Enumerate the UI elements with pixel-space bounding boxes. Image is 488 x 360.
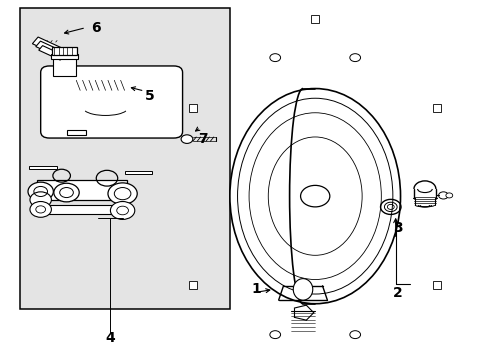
Bar [189, 104, 197, 112]
Bar [189, 281, 197, 289]
Circle shape [54, 183, 79, 202]
Bar [36, 41, 65, 58]
Circle shape [108, 183, 137, 204]
Text: 4: 4 [105, 331, 115, 345]
Circle shape [30, 202, 51, 217]
Bar [52, 47, 77, 55]
Text: 7: 7 [198, 132, 207, 146]
Text: 5: 5 [144, 89, 154, 103]
Circle shape [181, 135, 192, 143]
Bar [432, 281, 440, 289]
Circle shape [438, 192, 447, 199]
FancyBboxPatch shape [41, 66, 182, 138]
Circle shape [300, 185, 329, 207]
Circle shape [110, 202, 135, 220]
Bar [39, 205, 125, 214]
Circle shape [28, 182, 53, 201]
Bar [125, 171, 152, 174]
Bar [37, 180, 127, 200]
Ellipse shape [293, 279, 312, 300]
Text: 1: 1 [251, 282, 261, 296]
Circle shape [269, 331, 280, 339]
Circle shape [445, 193, 452, 198]
Bar [32, 37, 66, 57]
Bar [311, 15, 319, 23]
Circle shape [269, 54, 280, 62]
Bar [39, 46, 64, 60]
Ellipse shape [229, 89, 400, 304]
Text: 6: 6 [91, 21, 101, 35]
Bar [66, 130, 86, 135]
Bar [29, 166, 57, 169]
Bar [53, 57, 76, 76]
Bar [51, 54, 78, 59]
Circle shape [349, 331, 360, 339]
Bar [432, 104, 440, 112]
Circle shape [30, 192, 51, 208]
Text: 2: 2 [392, 286, 402, 300]
Bar [20, 8, 229, 309]
Text: 3: 3 [392, 221, 402, 235]
Circle shape [349, 54, 360, 62]
